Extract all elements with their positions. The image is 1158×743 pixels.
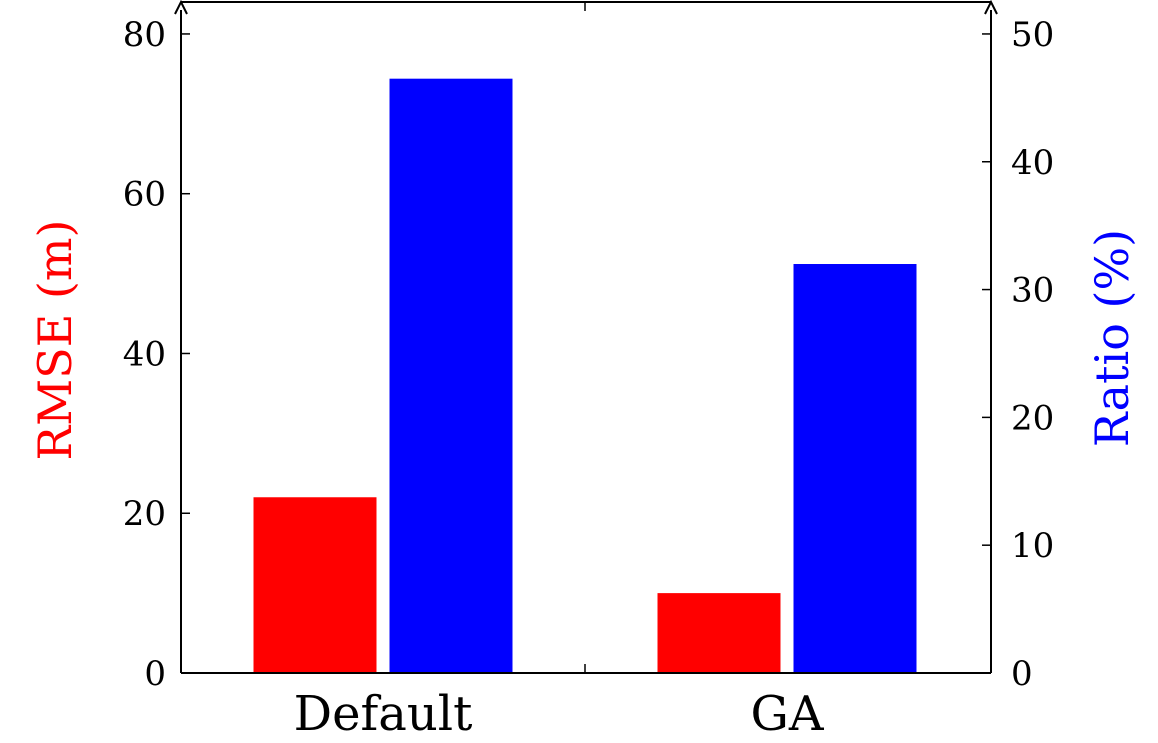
- bar-ga-right: [793, 264, 917, 673]
- bars-layer: [253, 78, 917, 673]
- left-tick-label: 60: [123, 175, 166, 215]
- left-tick-label: 80: [123, 15, 166, 55]
- right-axis-title: Ratio (%): [1085, 229, 1139, 447]
- left-axis-title: RMSE (m): [28, 220, 82, 461]
- right-tick-label: 20: [1011, 398, 1054, 438]
- axes-layer: [174, 0, 998, 674]
- right-tick-label: 40: [1011, 143, 1054, 183]
- bar-default-left: [253, 497, 377, 673]
- bar-default-right: [389, 78, 513, 673]
- right-tick-label: 10: [1011, 526, 1054, 566]
- bar-ga-left: [657, 593, 781, 673]
- right-tick-label: 30: [1011, 271, 1054, 311]
- left-axis-arrow: [174, 0, 188, 15]
- right-tick-label: 50: [1011, 15, 1054, 55]
- left-tick-label: 40: [123, 334, 166, 374]
- right-tick-label: 0: [1011, 654, 1033, 694]
- left-tick-label: 20: [123, 494, 166, 534]
- ticks-layer: 0 20 40 60 80 0 10 20 30 40 50 Default GA: [123, 2, 1054, 742]
- category-label-ga: GA: [750, 686, 824, 742]
- left-tick-label: 0: [144, 654, 166, 694]
- category-label-default: Default: [294, 686, 473, 742]
- right-axis-arrow: [984, 0, 998, 15]
